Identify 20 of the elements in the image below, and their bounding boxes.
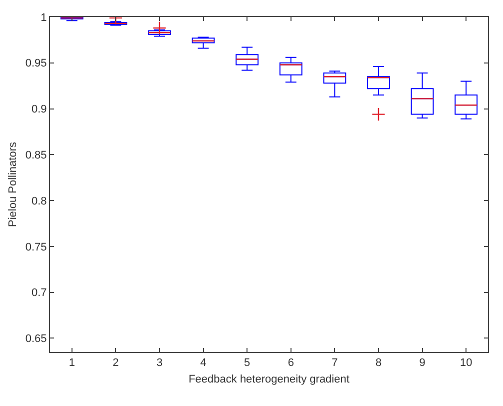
x-tick-label: 7 — [332, 357, 338, 370]
y-tick-label: 1 — [40, 12, 47, 24]
x-tick-label: 3 — [156, 357, 163, 370]
y-tick-label: 0.9 — [32, 104, 47, 116]
y-tick-label: 0.65 — [25, 333, 47, 346]
x-tick-label: 10 — [460, 357, 472, 370]
y-tick-label: 0.8 — [32, 195, 47, 208]
x-tick-label: 2 — [112, 357, 119, 370]
y-axis-title: Pielou Pollinators — [7, 142, 20, 227]
y-tick-label: 0.75 — [25, 241, 47, 254]
y-tick-label: 0.95 — [25, 58, 47, 70]
x-tick-label: 8 — [375, 357, 382, 370]
x-axis-title: Feedback heterogeneity gradient — [188, 373, 350, 386]
x-tick-label: 5 — [244, 357, 250, 370]
x-tick-label: 1 — [68, 357, 75, 370]
y-tick-label: 0.7 — [32, 287, 47, 300]
y-tick-label: 0.85 — [25, 150, 47, 162]
x-tick-label: 4 — [200, 357, 206, 370]
x-tick-label: 6 — [288, 357, 294, 370]
x-tick-label: 9 — [419, 357, 426, 370]
